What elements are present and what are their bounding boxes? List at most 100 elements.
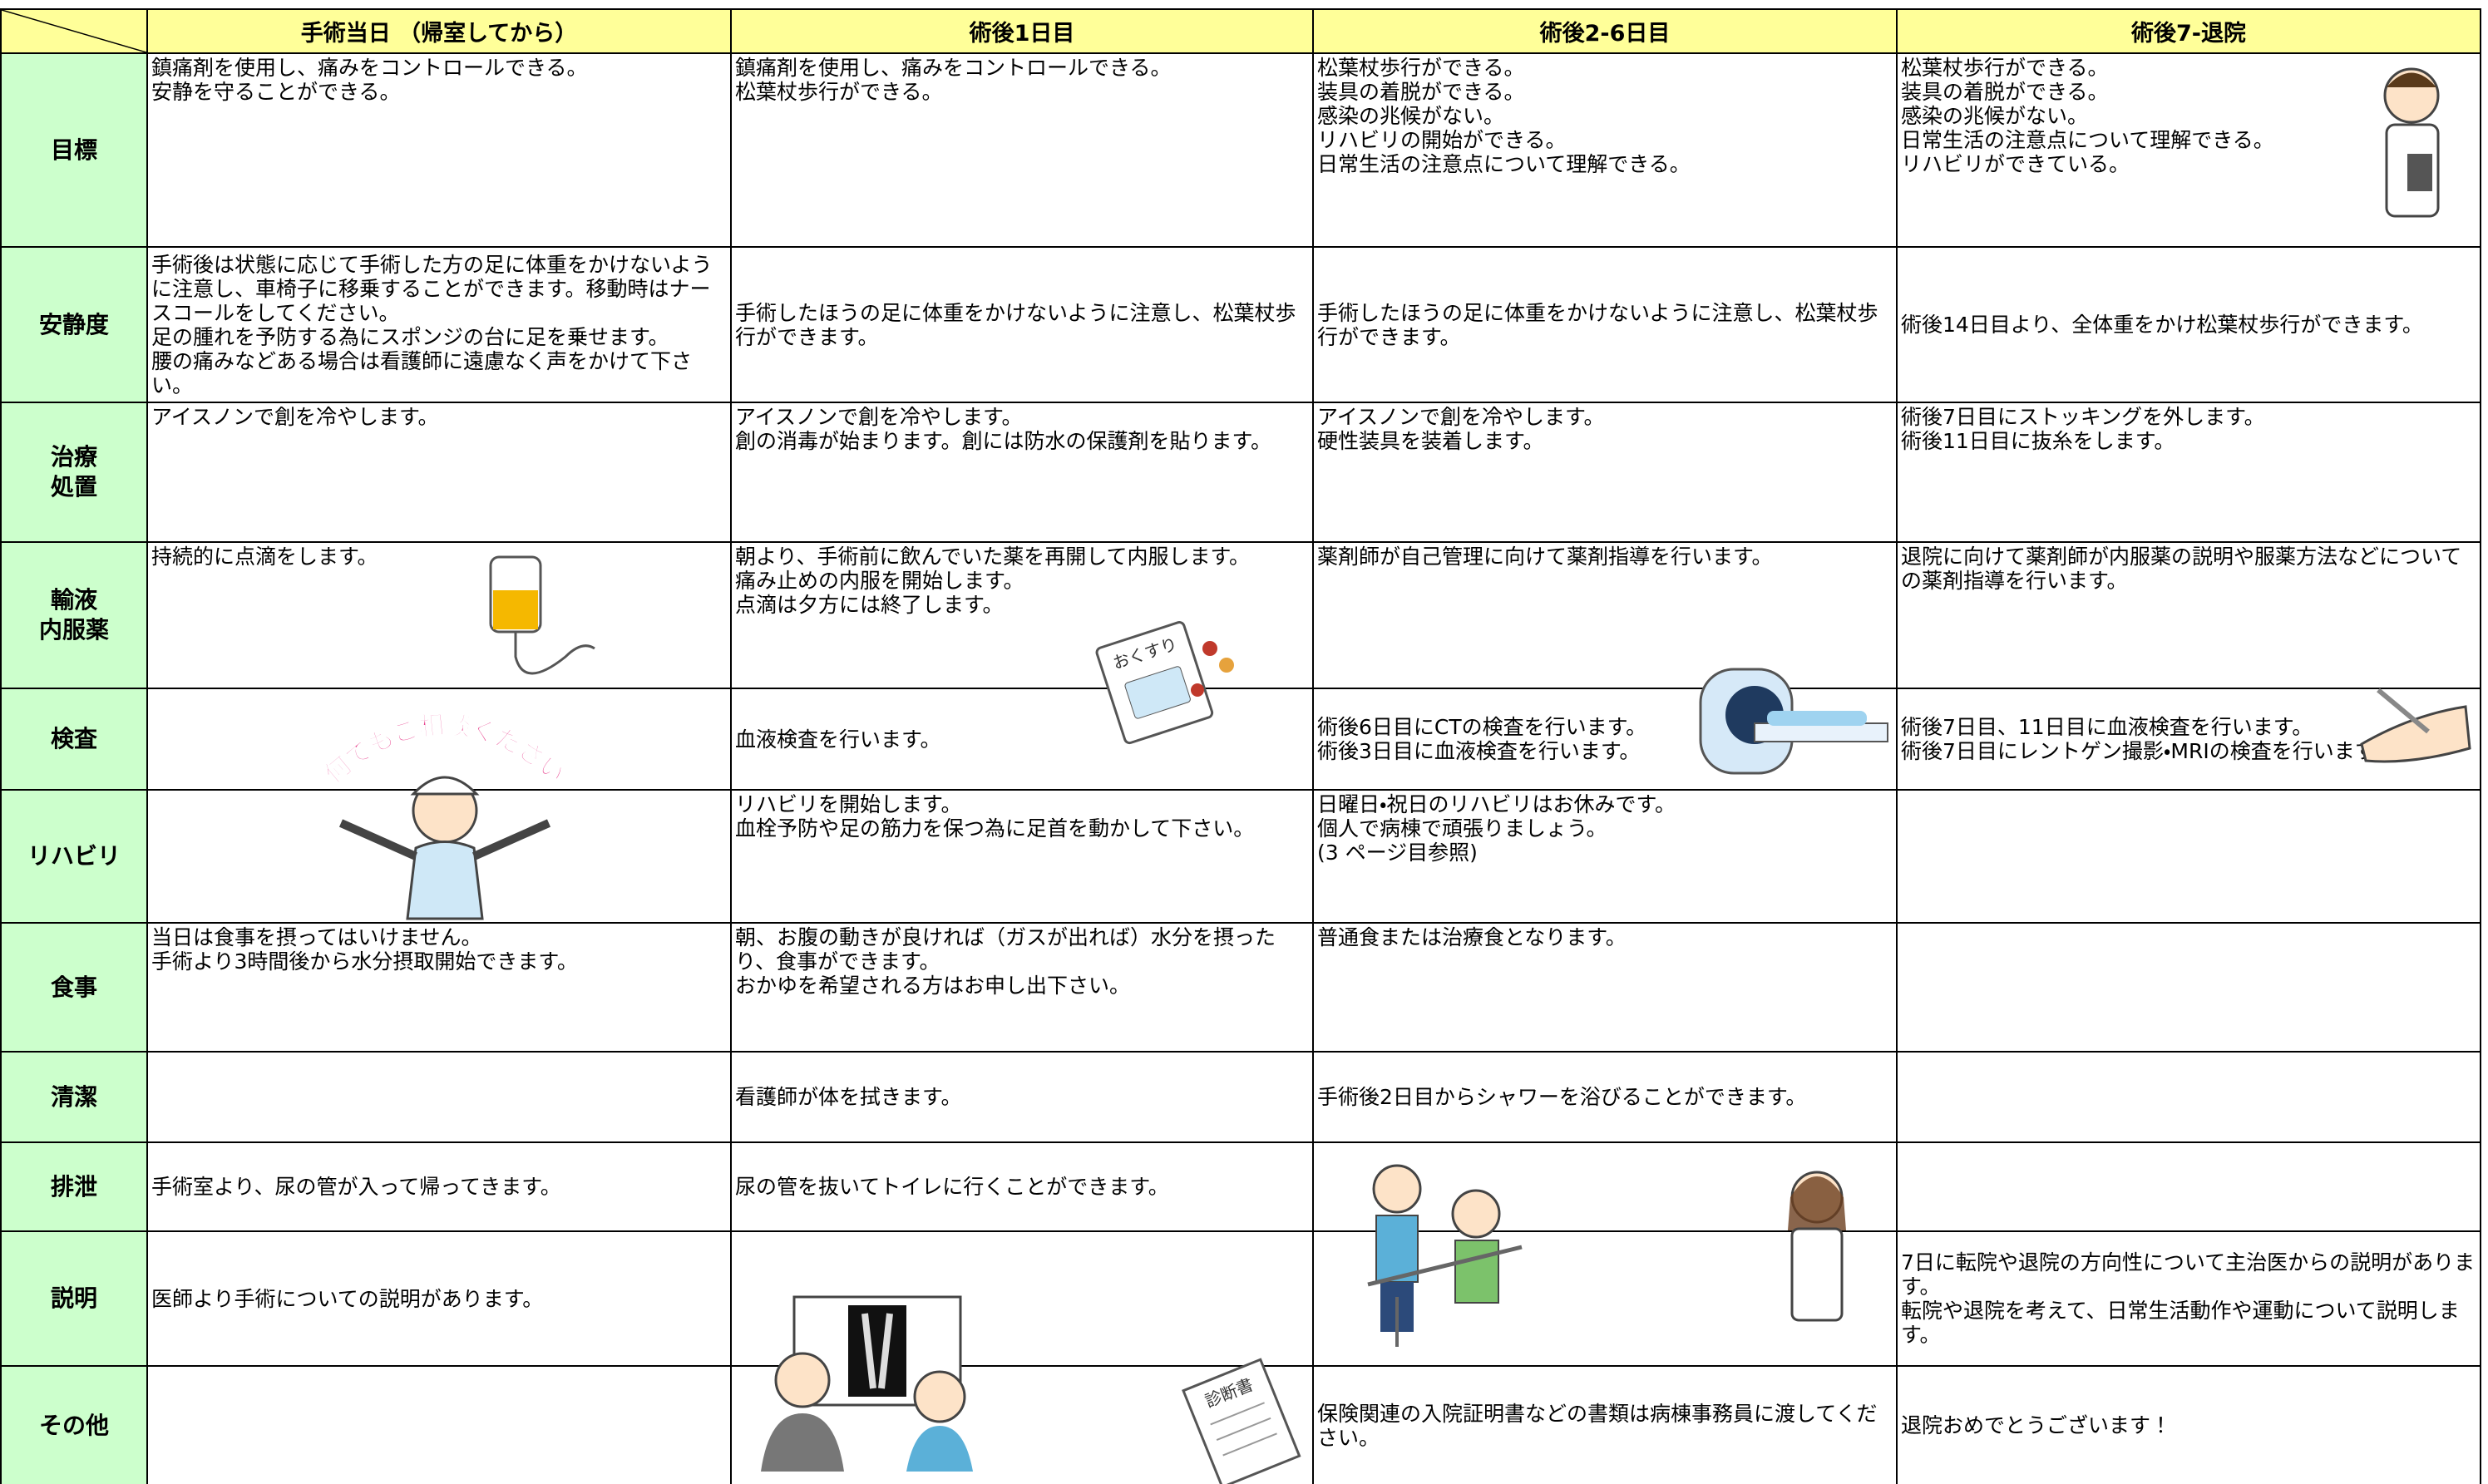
table-cell: 術後7日目にストッキングを外します。 術後11日目に抜糸をします。 xyxy=(1896,402,2481,543)
table-cell xyxy=(1312,1230,1898,1367)
table-cell: 手術したほうの足に体重をかけないように注意し、松葉杖歩行ができます。 xyxy=(1312,246,1898,403)
cell-line: 術後14日目より、全体重をかけ松葉杖歩行ができます。 xyxy=(1901,313,2423,337)
cell-line: 術後3日目に血液検査を行います。 xyxy=(1317,739,1641,763)
cell-line: 手術したほうの足に体重をかけないように注意し、松葉杖歩行ができます。 xyxy=(1317,300,1878,349)
cell-line: 感染の兆候がない。 xyxy=(1901,104,2089,128)
table-cell: 鎮痛剤を使用し、痛みをコントロールできる。 松葉杖歩行ができる。 xyxy=(730,52,1314,248)
row-label-line: 説明 xyxy=(50,1284,97,1312)
table-row: 食事 当日は食事を摂ってはいけません。 手術より3時間後から水分摂取開始できます。朝… xyxy=(0,922,2481,1053)
cell-line: 安静を守ることができる。 xyxy=(151,80,401,104)
row-label: 輸液 内服薬 xyxy=(0,541,148,689)
table-cell: 7日に転院や退院の方向性について主治医からの説明があります。 転院や退院を考えて、… xyxy=(1896,1230,2481,1367)
table-cell: 保険関連の入院証明書などの書類は病棟事務員に渡してください。 xyxy=(1312,1365,1898,1484)
cell-line: 足の腫れを予防する為にスポンジの台に足を乗せます。 xyxy=(151,324,669,349)
cell-line: 朝、お腹の動きが良ければ（ガスが出れば）水分を摂ったり、食事ができます。 xyxy=(735,925,1276,974)
cell-line: 保険関連の入院証明書などの書類は病棟事務員に渡してください。 xyxy=(1317,1401,1878,1450)
row-label: リハビリ xyxy=(0,789,148,924)
cell-line: アイスノンで創を冷やします。 xyxy=(151,405,439,429)
row-label-line: 検査 xyxy=(50,725,97,752)
table-cell xyxy=(146,789,732,924)
column-header: 手術当日 （帰室してから） xyxy=(146,8,732,54)
column-header: 術後2-6日目 xyxy=(1312,8,1898,54)
cell-line: 血栓予防や足の筋力を保つ為に足首を動かして下さい。 xyxy=(735,816,1255,841)
table-cell xyxy=(730,1365,1314,1484)
table-cell: 術後14日目より、全体重をかけ松葉杖歩行ができます。 xyxy=(1896,246,2481,403)
table-cell: 普通食または治療食となります。 xyxy=(1312,922,1898,1053)
row-label-line: 目標 xyxy=(50,136,97,164)
corner-cell xyxy=(0,8,148,54)
table-cell: 日曜日・祝日のリハビリはお休みです。 個人で病棟で頑張りましょう。 (3 ページ目参… xyxy=(1312,789,1898,924)
table-cell: アイスノンで創を冷やします。 硬性装具を装着します。 xyxy=(1312,402,1898,543)
table-row: 輸液 内服薬 持続的に点滴をします。 朝より、手術前に飲んでいた薬を再開して内服します… xyxy=(0,541,2481,689)
cell-line: 退院に向けて薬剤師が内服薬の説明や服薬方法などについての薬剤指導を行います。 xyxy=(1901,545,2462,593)
table-cell xyxy=(1896,1141,2481,1232)
table-cell xyxy=(146,688,732,791)
row-label: 検査 xyxy=(0,688,148,791)
table-cell xyxy=(1896,922,2481,1053)
cell-line: 尿の管を抜いてトイレに行くことができます。 xyxy=(735,1175,1169,1199)
cell-line: 鎮痛剤を使用し、痛みをコントロールできる。 xyxy=(735,56,1172,80)
cell-line: 朝より、手術前に飲んでいた薬を再開して内服します。 xyxy=(735,545,1251,569)
cell-line: 痛み止めの内服を開始します。 xyxy=(735,569,1024,593)
row-label-line: 食事 xyxy=(50,973,97,1001)
row-label: 食事 xyxy=(0,922,148,1053)
cell-line: 手術後2日目からシャワーを浴びることができます。 xyxy=(1317,1085,1807,1109)
row-label: 安静度 xyxy=(0,246,148,403)
column-header: 術後7-退院 xyxy=(1896,8,2481,54)
cell-line: 手術より3時間後から水分摂取開始できます。 xyxy=(151,949,578,974)
cell-line: 手術後は状態に応じて手術した方の足に体重をかけないように注意し、車椅子に移乗する… xyxy=(151,252,713,325)
cell-line: 松葉杖歩行ができる。 xyxy=(1901,56,2109,80)
table-row: リハビリ リハビリを開始します。 血栓予防や足の筋力を保つ為に足首を動かして下さい。… xyxy=(0,789,2481,924)
cell-line: 点滴は夕方には終了します。 xyxy=(735,593,1004,617)
row-label-line: 清潔 xyxy=(50,1082,97,1111)
table-cell: 手術後は状態に応じて手術した方の足に体重をかけないように注意し、車椅子に移乗する… xyxy=(146,246,732,403)
row-label: 説明 xyxy=(0,1230,148,1367)
table-cell xyxy=(730,1230,1314,1367)
cell-line: 7日に転院や退院の方向性について主治医からの説明があります。 xyxy=(1901,1250,2476,1299)
table-cell: 退院おめでとうございます！ xyxy=(1896,1365,2481,1484)
row-label-line: 治療 xyxy=(50,443,97,471)
row-label-line: リハビリ xyxy=(27,842,121,870)
cell-line: リハビリの開始ができる。 xyxy=(1317,128,1567,152)
table-cell: 看護師が体を拭きます。 xyxy=(730,1051,1314,1143)
cell-line: 当日は食事を摂ってはいけません。 xyxy=(151,925,482,949)
cell-line: 個人で病棟で頑張りましょう。 xyxy=(1317,816,1607,841)
table-row: その他 保険関連の入院証明書などの書類は病棟事務員に渡してください。 退院おめでとう… xyxy=(0,1365,2481,1484)
table-cell: 手術したほうの足に体重をかけないように注意し、松葉杖歩行ができます。 xyxy=(730,246,1314,403)
cell-line: 医師より手術についての説明があります。 xyxy=(151,1286,544,1311)
cell-line: 日曜日・祝日のリハビリはお休みです。 xyxy=(1317,792,1676,816)
cell-line: 普通食または治療食となります。 xyxy=(1317,925,1627,949)
cell-line: リハビリができている。 xyxy=(1901,152,2130,176)
table-cell: 薬剤師が自己管理に向けて薬剤指導を行います。 xyxy=(1312,541,1898,689)
table-cell: 術後6日目にCTの検査を行います。 術後3日目に血液検査を行います。 xyxy=(1312,688,1898,791)
table-cell: 当日は食事を摂ってはいけません。 手術より3時間後から水分摂取開始できます。 xyxy=(146,922,732,1053)
cell-line: 転院や退院を考えて、日常生活動作や運動について説明します。 xyxy=(1901,1299,2460,1347)
cell-line: (3 ページ目参照) xyxy=(1317,841,1478,865)
table-row: 排泄 手術室より、尿の管が入って帰ってきます。 尿の管を抜いてトイレに行くことができ… xyxy=(0,1141,2481,1232)
row-label-line: その他 xyxy=(38,1411,109,1439)
cell-line: 日常生活の注意点について理解できる。 xyxy=(1901,128,2274,152)
table-row: 治療 処置 アイスノンで創を冷やします。 アイスノンで創を冷やします。 創の消毒が始まり… xyxy=(0,402,2481,543)
table-cell: 退院に向けて薬剤師が内服薬の説明や服薬方法などについての薬剤指導を行います。 xyxy=(1896,541,2481,689)
cell-line: 松葉杖歩行ができる。 xyxy=(735,80,943,104)
cell-line: 術後7日目、11日目に血液検査を行います。 xyxy=(1901,715,2313,739)
cell-line: 手術室より、尿の管が入って帰ってきます。 xyxy=(151,1175,561,1199)
table-cell: 血液検査を行います。 xyxy=(730,688,1314,791)
row-label: 排泄 xyxy=(0,1141,148,1232)
table-row: 説明 医師より手術についての説明があります。 7日に転院や退院の方向性について主治医… xyxy=(0,1230,2481,1367)
cell-line: 術後11日目に抜糸をします。 xyxy=(1901,429,2175,453)
table-row: 安静度 手術後は状態に応じて手術した方の足に体重をかけないように注意し、車椅子に移… xyxy=(0,246,2481,403)
table-cell xyxy=(146,1365,732,1484)
cell-line: 硬性装具を装着します。 xyxy=(1317,429,1544,453)
table-cell: 術後7日目、11日目に血液検査を行います。 術後7日目にレントゲン撮影・MRIの検… xyxy=(1896,688,2481,791)
table-cell: 松葉杖歩行ができる。 装具の着脱ができる。 感染の兆候がない。 リハビリの開始ができる… xyxy=(1312,52,1898,248)
pathway: 手術当日 （帰室してから） 術後1日目 術後2-6日目 術後7-退院 目標 鎮痛剤を使用… xyxy=(0,8,2481,1484)
table-cell: リハビリを開始します。 血栓予防や足の筋力を保つ為に足首を動かして下さい。 xyxy=(730,789,1314,924)
table-cell: 手術室より、尿の管が入って帰ってきます。 xyxy=(146,1141,732,1232)
cell-line: 日常生活の注意点について理解できる。 xyxy=(1317,152,1691,176)
row-label-line: 処置 xyxy=(50,473,97,500)
cell-line: リハビリを開始します。 xyxy=(735,792,962,816)
table-cell xyxy=(1312,1141,1898,1232)
cell-line: 創の消毒が始まります。創には防水の保護剤を貼ります。 xyxy=(735,429,1272,453)
row-label-line: 安静度 xyxy=(38,310,109,338)
